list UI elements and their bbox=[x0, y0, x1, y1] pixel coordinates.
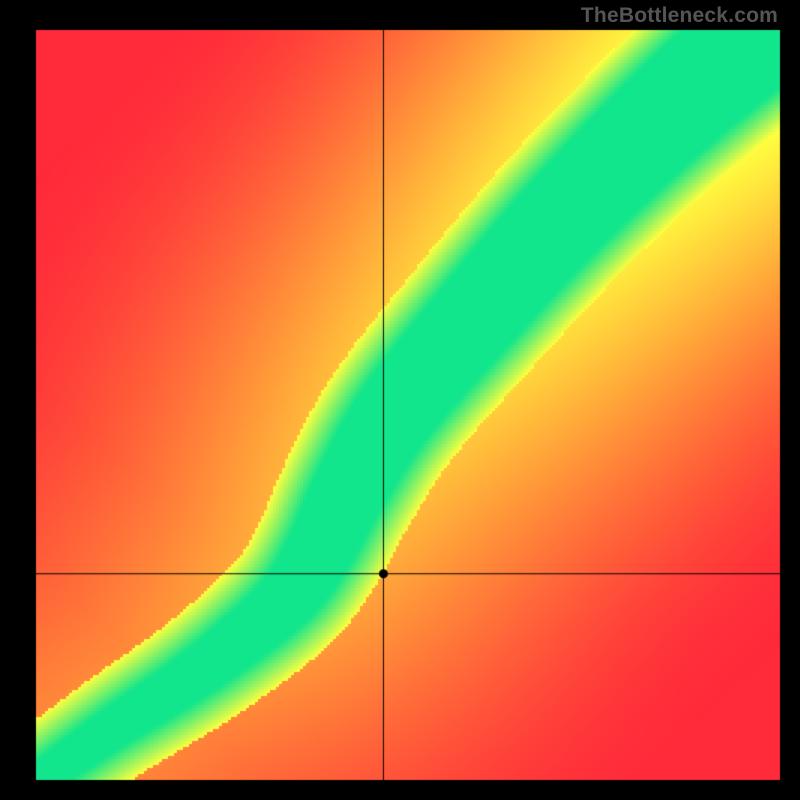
chart-container: TheBottleneck.com bbox=[0, 0, 800, 800]
watermark-text: TheBottleneck.com bbox=[581, 4, 778, 28]
bottleneck-heatmap bbox=[0, 0, 800, 800]
